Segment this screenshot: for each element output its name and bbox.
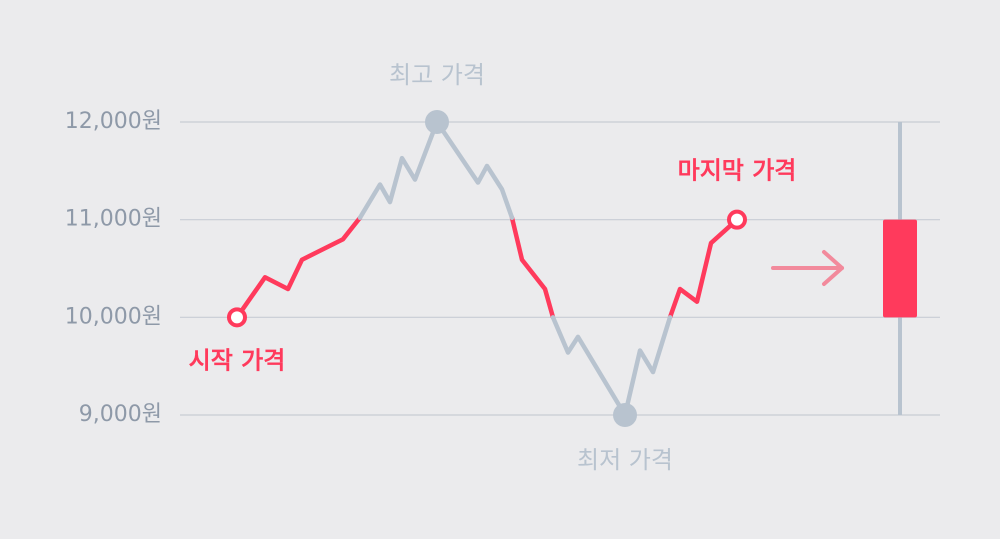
line	[234, 215, 363, 320]
y-tick-label: 10,000원	[65, 304, 162, 329]
line	[667, 217, 740, 320]
candle-body	[883, 219, 917, 318]
y-tick-label: 9,000원	[79, 402, 162, 427]
low-marker	[613, 403, 637, 427]
start-marker	[227, 307, 247, 328]
high-marker	[425, 110, 449, 134]
annotation: 마지막 가격	[678, 157, 797, 185]
annotation: 최저 가격	[577, 446, 673, 474]
y-tick-label: 11,000원	[65, 207, 162, 232]
line	[509, 215, 556, 320]
line	[357, 119, 515, 220]
annotation: 시작 가격	[189, 346, 286, 374]
annotation: 최고 가격	[389, 61, 485, 89]
arrow	[771, 250, 844, 286]
y-tick-label: 12,000원	[65, 109, 162, 134]
end-marker	[727, 209, 747, 230]
